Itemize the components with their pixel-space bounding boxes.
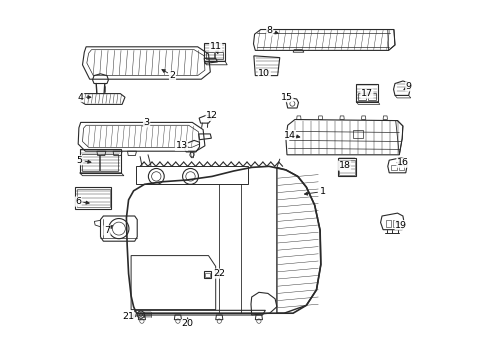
Bar bbox=[215, 52, 223, 59]
Bar bbox=[204, 271, 211, 278]
Bar bbox=[80, 149, 121, 173]
Text: 19: 19 bbox=[394, 220, 407, 230]
Text: 11: 11 bbox=[209, 42, 221, 51]
Text: 13: 13 bbox=[175, 141, 187, 150]
Text: 18: 18 bbox=[338, 161, 350, 170]
Text: 17: 17 bbox=[360, 89, 372, 98]
Text: 9: 9 bbox=[405, 82, 411, 91]
Text: 6: 6 bbox=[75, 197, 81, 206]
Text: 1: 1 bbox=[319, 187, 325, 196]
Bar bbox=[367, 93, 375, 100]
Bar bbox=[77, 189, 110, 207]
Bar bbox=[101, 154, 118, 171]
Text: 4: 4 bbox=[78, 93, 83, 102]
Text: 3: 3 bbox=[143, 118, 149, 127]
Text: 22: 22 bbox=[213, 269, 225, 278]
Bar bbox=[337, 158, 355, 176]
Bar bbox=[204, 43, 224, 61]
Bar bbox=[398, 165, 404, 170]
Bar bbox=[357, 93, 365, 100]
Text: 2: 2 bbox=[169, 71, 175, 80]
Bar bbox=[385, 220, 390, 227]
Text: 7: 7 bbox=[104, 226, 110, 235]
Bar bbox=[205, 273, 210, 277]
Bar bbox=[339, 160, 354, 175]
Text: 15: 15 bbox=[281, 93, 292, 102]
Text: 21: 21 bbox=[122, 312, 134, 321]
Bar bbox=[392, 220, 397, 227]
Text: 16: 16 bbox=[396, 158, 408, 167]
Bar bbox=[75, 187, 111, 209]
Text: 10: 10 bbox=[258, 69, 270, 78]
Text: 14: 14 bbox=[283, 130, 295, 139]
Text: 8: 8 bbox=[266, 26, 272, 35]
Bar bbox=[81, 154, 99, 171]
Text: 12: 12 bbox=[205, 111, 218, 120]
Bar bbox=[390, 165, 396, 170]
Bar bbox=[355, 84, 377, 102]
Text: 5: 5 bbox=[77, 156, 82, 165]
Text: 20: 20 bbox=[181, 320, 193, 328]
Bar bbox=[352, 130, 363, 138]
Bar bbox=[205, 52, 213, 59]
